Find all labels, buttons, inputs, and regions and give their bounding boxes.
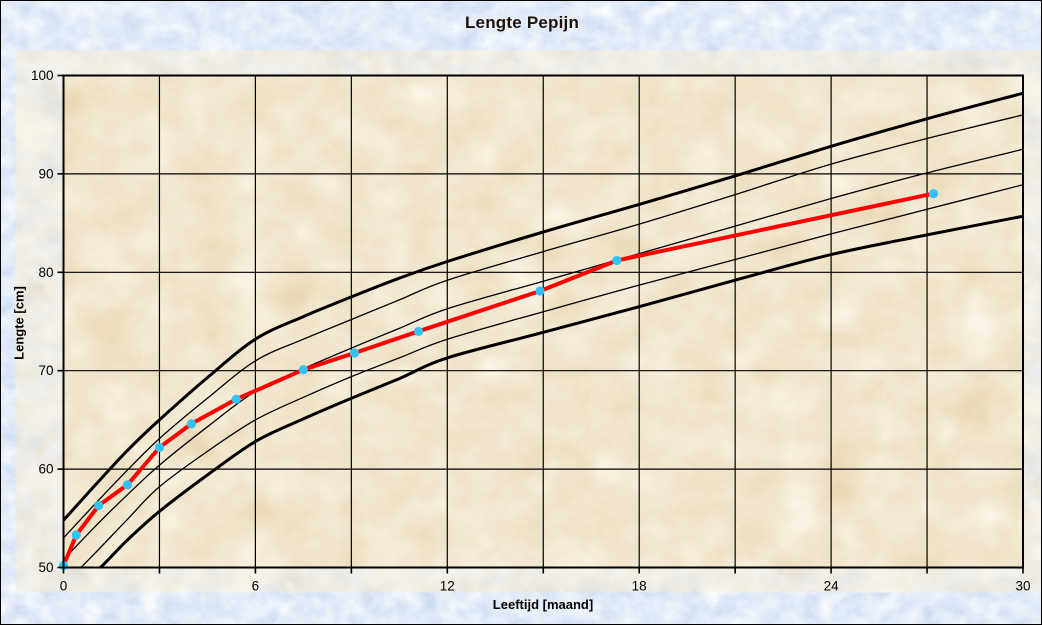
data-point-marker	[535, 286, 545, 296]
y-tick-label: 70	[38, 363, 53, 378]
x-tick-label: 6	[252, 579, 260, 594]
y-tick-label: 80	[38, 265, 53, 280]
x-tick-label: 18	[632, 579, 647, 594]
chart-title: Lengte Pepijn	[464, 13, 580, 32]
reference-curve-median	[63, 148, 1023, 561]
x-axis-title: Leeftijd [maand]	[492, 597, 594, 612]
data-point-marker	[231, 394, 241, 404]
data-point-marker	[154, 442, 165, 453]
data-point-marker	[612, 255, 622, 266]
data-point-marker	[413, 326, 424, 336]
data-point-marker	[298, 365, 308, 375]
reference-curve-upper-outer	[63, 91, 1023, 522]
x-tick-label: 12	[440, 579, 455, 594]
measurement-markers	[58, 188, 939, 571]
y-tick-label: 90	[38, 166, 53, 181]
y-tick-label: 50	[38, 560, 53, 575]
data-point-marker	[349, 348, 360, 358]
x-tick-label: 0	[60, 579, 68, 594]
reference-curve-lower-outer	[98, 214, 1023, 568]
data-point-marker	[71, 530, 81, 540]
data-point-marker	[122, 480, 133, 490]
reference-curve-lower-inner	[80, 184, 1023, 568]
x-tick-label: 24	[824, 579, 840, 594]
reference-curve-upper-inner	[63, 114, 1023, 539]
axes	[57, 74, 1024, 574]
y-axis-title: Lengte [cm]	[11, 286, 27, 360]
data-point-marker	[186, 419, 197, 429]
y-tick-label: 60	[38, 462, 53, 477]
reference-curves	[63, 91, 1023, 568]
gridlines	[63, 75, 1023, 568]
x-tick-label: 30	[1015, 579, 1030, 594]
y-tick-label: 100	[31, 68, 54, 83]
tick-labels: 0 6 12 18 24 30 50 60 70 80 90 100	[31, 68, 1031, 594]
data-point-marker	[928, 188, 939, 199]
data-point-marker	[94, 500, 104, 511]
